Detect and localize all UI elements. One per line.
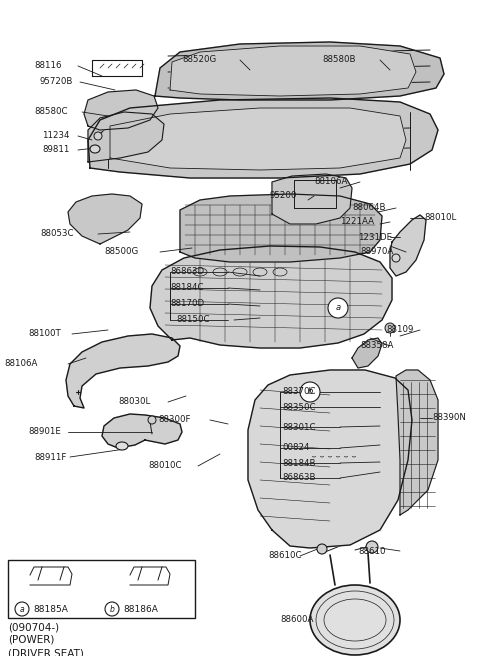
Text: (POWER): (POWER) — [8, 635, 54, 645]
Text: 88911F: 88911F — [34, 453, 66, 462]
Text: 88390N: 88390N — [432, 413, 466, 422]
Text: 88350C: 88350C — [282, 403, 315, 411]
Circle shape — [300, 382, 320, 402]
Polygon shape — [180, 194, 382, 262]
Text: (DRIVER SEAT): (DRIVER SEAT) — [8, 648, 84, 656]
Text: 88580C: 88580C — [34, 108, 68, 117]
Text: (090704-): (090704-) — [8, 622, 59, 632]
Text: 88970A: 88970A — [360, 247, 393, 256]
Text: a: a — [336, 304, 341, 312]
Circle shape — [105, 602, 119, 616]
Circle shape — [328, 298, 348, 318]
Polygon shape — [352, 338, 382, 368]
Polygon shape — [272, 174, 352, 224]
Text: 1231DE: 1231DE — [358, 232, 392, 241]
Text: 88106A: 88106A — [314, 178, 348, 186]
Text: b: b — [307, 388, 312, 396]
Polygon shape — [88, 98, 438, 178]
Ellipse shape — [90, 145, 100, 153]
Polygon shape — [66, 334, 180, 408]
Polygon shape — [155, 42, 444, 100]
Polygon shape — [150, 246, 392, 348]
Text: 88100T: 88100T — [28, 329, 61, 338]
Text: 88184C: 88184C — [170, 283, 204, 293]
Circle shape — [15, 602, 29, 616]
Text: 88610: 88610 — [358, 546, 385, 556]
Text: 00824: 00824 — [282, 443, 310, 453]
Circle shape — [317, 544, 327, 554]
Text: 88600A: 88600A — [280, 615, 313, 625]
Text: 88116: 88116 — [34, 62, 61, 70]
Polygon shape — [84, 90, 158, 130]
Text: 88580B: 88580B — [322, 56, 356, 64]
Text: 88186A: 88186A — [123, 604, 158, 613]
Text: 88901E: 88901E — [28, 428, 61, 436]
Text: 88150C: 88150C — [176, 316, 209, 325]
Text: 88520G: 88520G — [182, 56, 216, 64]
Text: 88358A: 88358A — [360, 342, 394, 350]
Text: 88064B: 88064B — [352, 203, 385, 213]
Text: 89811: 89811 — [42, 146, 70, 155]
Circle shape — [94, 132, 102, 140]
Ellipse shape — [116, 442, 128, 450]
Text: 88109: 88109 — [386, 325, 413, 335]
Polygon shape — [102, 414, 182, 448]
Text: 11234: 11234 — [42, 131, 70, 140]
Text: 86863D: 86863D — [170, 268, 204, 276]
Text: 88010L: 88010L — [424, 213, 456, 222]
Text: 88184B: 88184B — [282, 459, 315, 468]
Text: b: b — [109, 604, 114, 613]
Text: 88185A: 88185A — [33, 604, 68, 613]
Circle shape — [366, 541, 378, 553]
Text: 88030L: 88030L — [118, 398, 150, 407]
Text: 88301C: 88301C — [282, 422, 315, 432]
Text: 1221AA: 1221AA — [340, 218, 374, 226]
Bar — [8, 560, 195, 618]
Text: 88300F: 88300F — [158, 415, 191, 424]
Text: 88106A: 88106A — [4, 359, 37, 369]
Text: 88010C: 88010C — [148, 462, 181, 470]
Polygon shape — [390, 215, 426, 276]
Circle shape — [148, 416, 156, 424]
Text: 95720B: 95720B — [40, 77, 73, 87]
Text: 86863B: 86863B — [282, 474, 315, 483]
Text: 88053C: 88053C — [40, 230, 73, 239]
Text: 88610C: 88610C — [268, 552, 301, 560]
Text: a: a — [20, 604, 24, 613]
Circle shape — [385, 323, 395, 333]
Text: 88170D: 88170D — [170, 300, 204, 308]
Text: 88370C: 88370C — [282, 388, 315, 396]
Circle shape — [392, 254, 400, 262]
Text: 95200: 95200 — [270, 192, 298, 201]
Polygon shape — [68, 194, 142, 244]
Polygon shape — [248, 370, 412, 548]
Polygon shape — [170, 46, 416, 96]
Polygon shape — [88, 112, 164, 162]
Polygon shape — [110, 108, 406, 170]
Text: 88500G: 88500G — [104, 247, 138, 256]
Polygon shape — [396, 370, 438, 515]
Ellipse shape — [310, 585, 400, 655]
